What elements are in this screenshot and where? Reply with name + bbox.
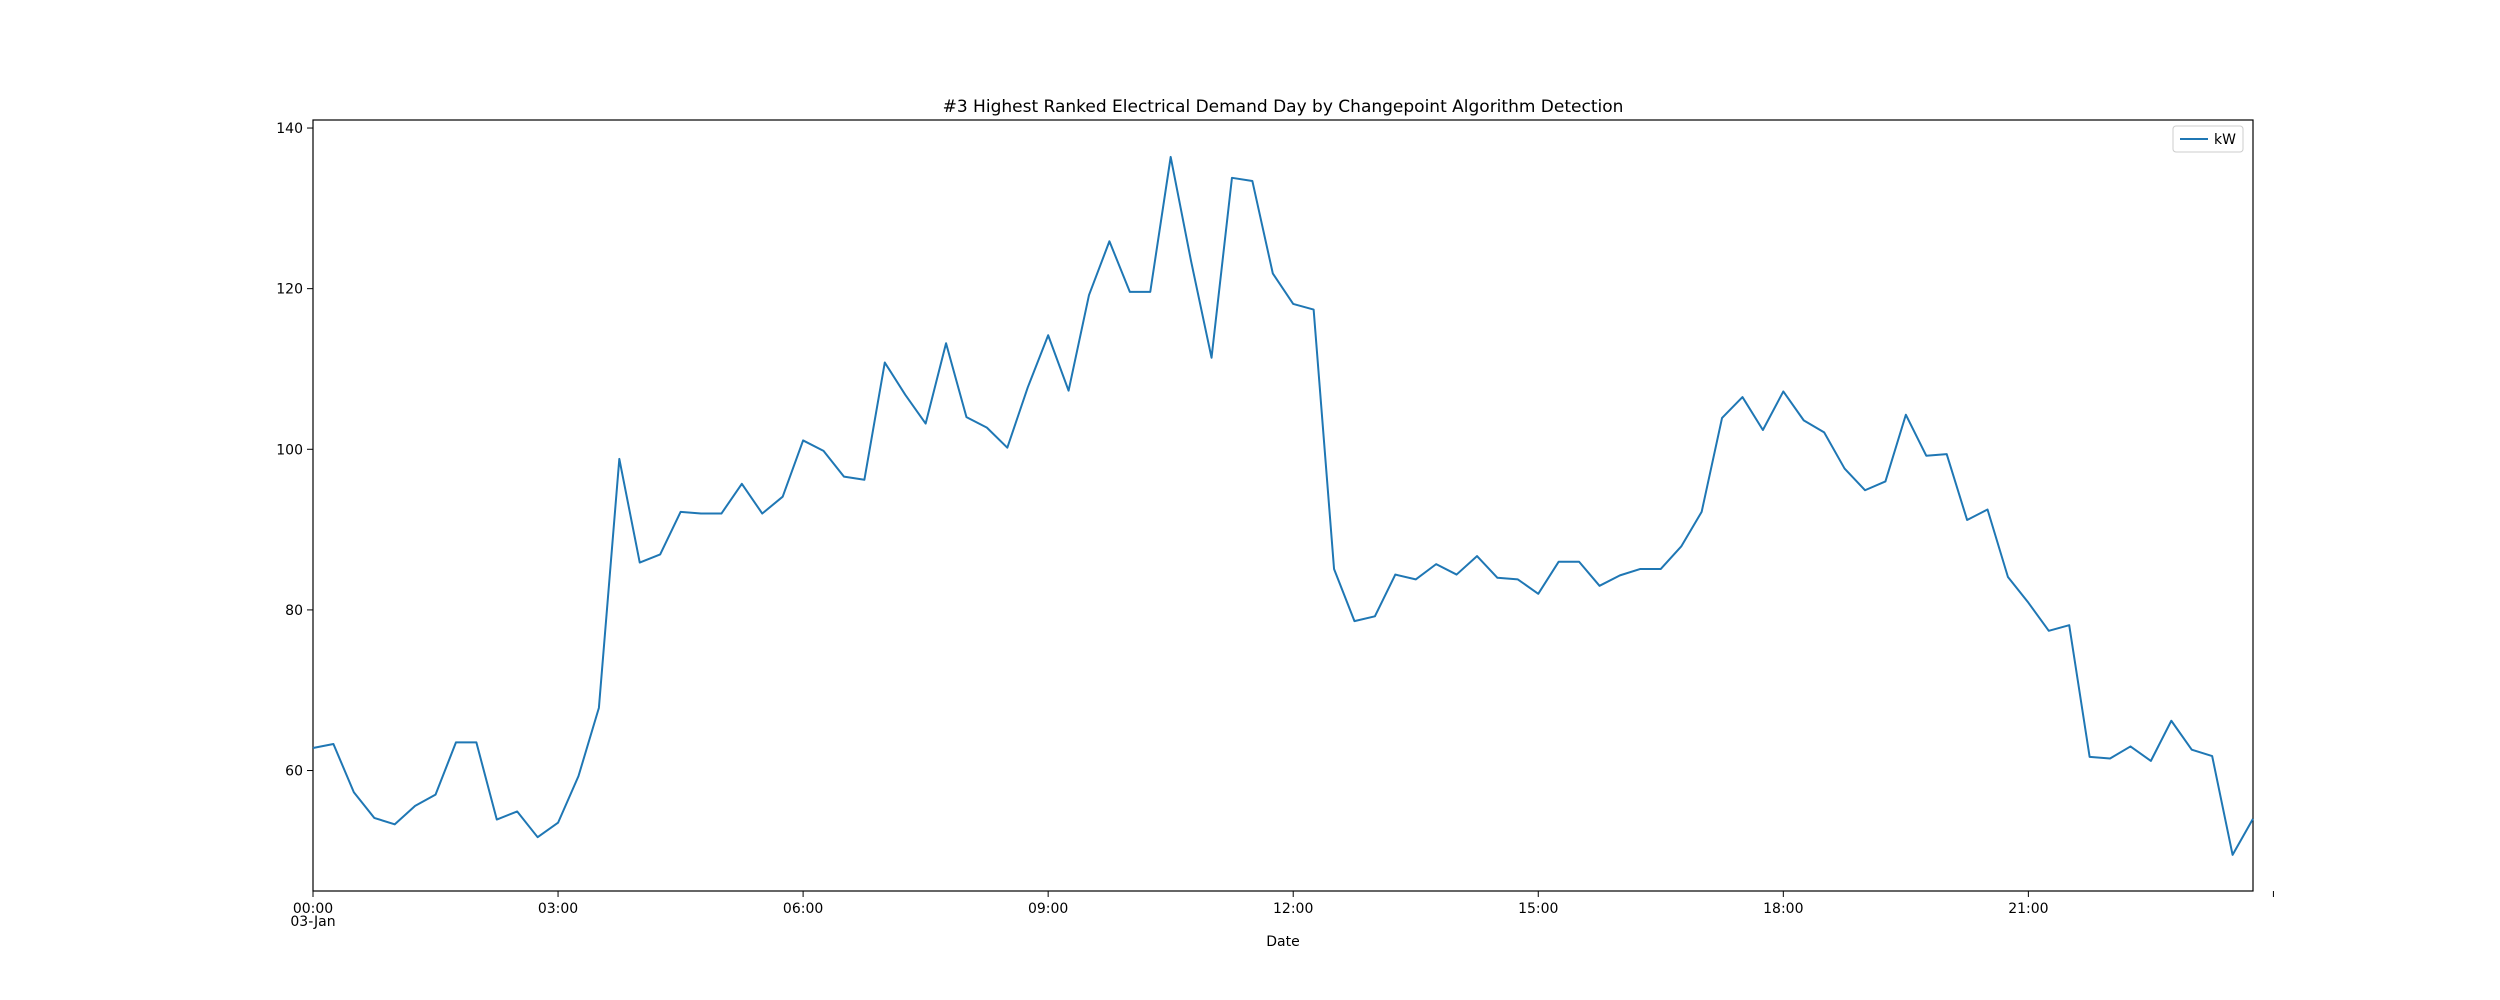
legend-label: kW	[2214, 132, 2236, 148]
x-tick-label: 06:00	[783, 901, 823, 917]
series-line-kW	[312, 155, 2254, 856]
x-tick-label: 03:00	[538, 901, 578, 917]
x-date-label: 03-Jan	[290, 914, 335, 930]
y-tick-label: 120	[276, 282, 303, 298]
x-tick-label: 15:00	[1518, 901, 1558, 917]
y-tick-label: 140	[276, 121, 303, 137]
axes: 60 80 100 120 140 00:00 03:00 06:00 09:00 12:00 15…	[276, 119, 2274, 917]
x-tick-label: 09:00	[1028, 901, 1068, 917]
x-tick-label: 18:00	[1763, 901, 1803, 917]
y-tick-label: 100	[276, 442, 303, 458]
series-layer	[312, 155, 2254, 856]
y-tick-label: 80	[285, 603, 303, 619]
x-axis-label: Date	[1266, 934, 1299, 950]
legend: kW	[2172, 125, 2244, 153]
y-tick-label: 60	[285, 764, 303, 780]
chart-title: #3 Highest Ranked Electrical Demand Day …	[943, 97, 1624, 117]
x-tick-label: 21:00	[2008, 901, 2048, 917]
plot-frame	[312, 119, 2254, 892]
x-tick-label: 00:00	[293, 901, 333, 917]
x-tick-label: 12:00	[1273, 901, 1313, 917]
